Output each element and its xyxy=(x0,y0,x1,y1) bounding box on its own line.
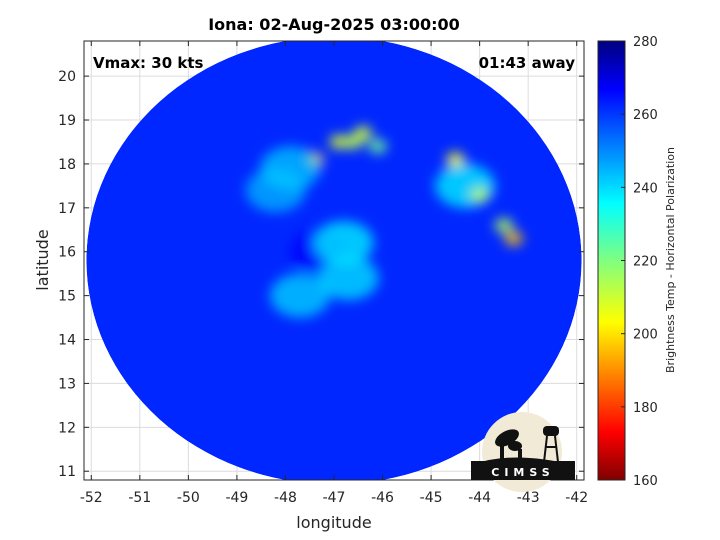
x-tick-label: -44 xyxy=(468,490,491,506)
y-axis: 11 12 13 14 15 16 17 18 19 20 xyxy=(58,69,584,480)
x-axis: -52 -51 -50 -49 -48 -47 -46 -45 -44 -43 -42 xyxy=(80,41,588,506)
swath-feature xyxy=(318,256,379,301)
swath-feature xyxy=(313,220,374,265)
swath-feature xyxy=(435,163,496,208)
logo-band xyxy=(471,461,575,480)
logo-text: CIMSS xyxy=(491,466,554,479)
swath-feature xyxy=(504,231,523,246)
x-tick-label: -49 xyxy=(225,490,248,506)
colorbar-tick-label: 220 xyxy=(633,255,658,270)
swath-layer xyxy=(86,41,582,480)
colorbar: 280 260 240 220 200 180 160 Brightness Temp - … xyxy=(597,35,677,489)
swath-content xyxy=(86,41,582,480)
colorbar-tick-label: 160 xyxy=(633,474,658,489)
colorbar-tick-label: 260 xyxy=(633,108,658,123)
x-tick-label: -52 xyxy=(80,490,103,506)
y-tick-label: 13 xyxy=(58,376,76,392)
y-tick-label: 18 xyxy=(58,157,76,173)
y-tick-label: 14 xyxy=(58,333,76,349)
time-offset-label: 01:43 away xyxy=(479,54,576,72)
x-tick-label: -42 xyxy=(565,490,588,506)
y-tick-label: 11 xyxy=(58,464,76,480)
logo-hill xyxy=(472,457,574,465)
x-tick-label: -47 xyxy=(323,490,346,506)
swath-feature xyxy=(494,218,513,233)
x-tick-label: -45 xyxy=(420,490,443,506)
y-tick-label: 17 xyxy=(58,201,76,217)
x-axis-label: longitude xyxy=(296,513,371,532)
brightness-swath xyxy=(86,41,582,480)
x-tick-label: -46 xyxy=(371,490,394,506)
y-tick-label: 15 xyxy=(58,289,76,305)
x-tick-label: -51 xyxy=(128,490,151,506)
y-tick-label: 12 xyxy=(58,420,76,436)
chart-title: Iona: 02-Aug-2025 03:00:00 xyxy=(208,15,460,34)
y-tick-label: 20 xyxy=(58,69,76,85)
swath-feature xyxy=(260,146,321,191)
swath-feature xyxy=(354,126,373,141)
swath-feature xyxy=(270,273,331,318)
swath-features xyxy=(245,126,523,318)
colorbar-tick-label: 280 xyxy=(633,35,658,50)
plot-area: -52 -51 -50 -49 -48 -47 -46 -45 -44 -43 -42 11 12 13… xyxy=(58,40,588,506)
swath-feature xyxy=(470,187,489,202)
swath-feature xyxy=(329,134,348,149)
colorbar-label: Brightness Temp - Horizontal Polarizatio… xyxy=(664,147,677,373)
colorbar-tick-label: 180 xyxy=(633,401,658,416)
colorbar-gradient xyxy=(597,40,626,481)
vmax-label: Vmax: 30 kts xyxy=(93,54,203,72)
swath-feature xyxy=(368,139,387,154)
x-tick-label: -48 xyxy=(274,490,297,506)
colorbar-ticks: 280 260 240 220 200 180 160 xyxy=(621,35,658,489)
cimss-logo: CIMSS xyxy=(471,412,575,492)
colorbar-tick-label: 240 xyxy=(633,181,658,196)
y-tick-label: 16 xyxy=(58,245,76,261)
colorbar-tick-label: 200 xyxy=(633,328,658,343)
swath-feature xyxy=(446,152,465,167)
logo-tower xyxy=(543,426,559,463)
y-axis-label: latitude xyxy=(33,229,52,290)
x-tick-label: -43 xyxy=(517,490,540,506)
logo-dish xyxy=(495,429,522,460)
x-tick-label: -50 xyxy=(177,490,200,506)
y-tick-label: 19 xyxy=(58,113,76,129)
